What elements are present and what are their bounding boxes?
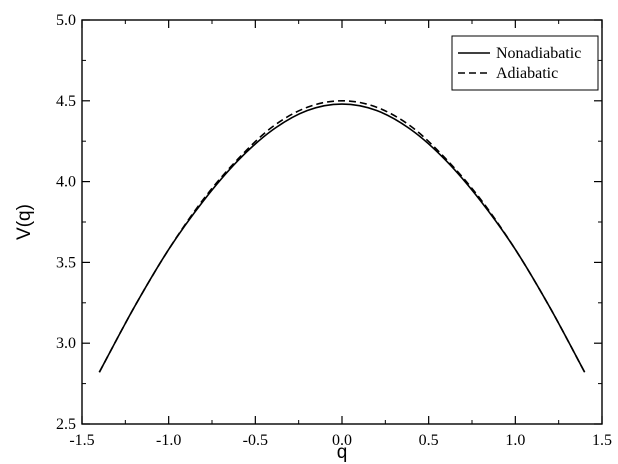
- legend: Nonadiabatic Adiabatic: [451, 35, 599, 91]
- y-tick-label: 2.5: [56, 416, 76, 433]
- y-tick-label: 4.5: [56, 93, 76, 110]
- y-tick-label: 3.0: [56, 335, 76, 352]
- series-lines: [98, 99, 586, 373]
- y-tick-label: 3.5: [56, 254, 76, 271]
- series-line-nonadiabatic: [98, 103, 586, 373]
- x-tick-label: 1.5: [592, 432, 612, 449]
- axis-ticks: -1.5 -1.0 -0.5 0.0 0.5 1.0 1.5 2.5 3.0 3.5 4.0 4.5 5…: [56, 12, 612, 449]
- x-tick-label: -1.0: [156, 432, 181, 449]
- y-tick-label: 4.0: [56, 174, 76, 191]
- legend-label-nonadiabatic: Nonadiabatic: [496, 45, 581, 62]
- legend-box: [451, 35, 599, 91]
- plot-frame: [81, 19, 603, 425]
- x-tick-label: -1.5: [69, 432, 94, 449]
- legend-label-adiabatic: Adiabatic: [496, 65, 558, 82]
- x-tick-label: 0.5: [419, 432, 439, 449]
- series-line-adiabatic: [98, 99, 586, 373]
- x-axis-title: q: [337, 442, 348, 463]
- x-tick-label: 0.0: [332, 432, 352, 449]
- y-tick-label: 5.0: [56, 12, 76, 29]
- y-axis-title: V(q): [14, 204, 35, 240]
- x-tick-label: -0.5: [243, 432, 268, 449]
- x-tick-label: 1.0: [505, 432, 525, 449]
